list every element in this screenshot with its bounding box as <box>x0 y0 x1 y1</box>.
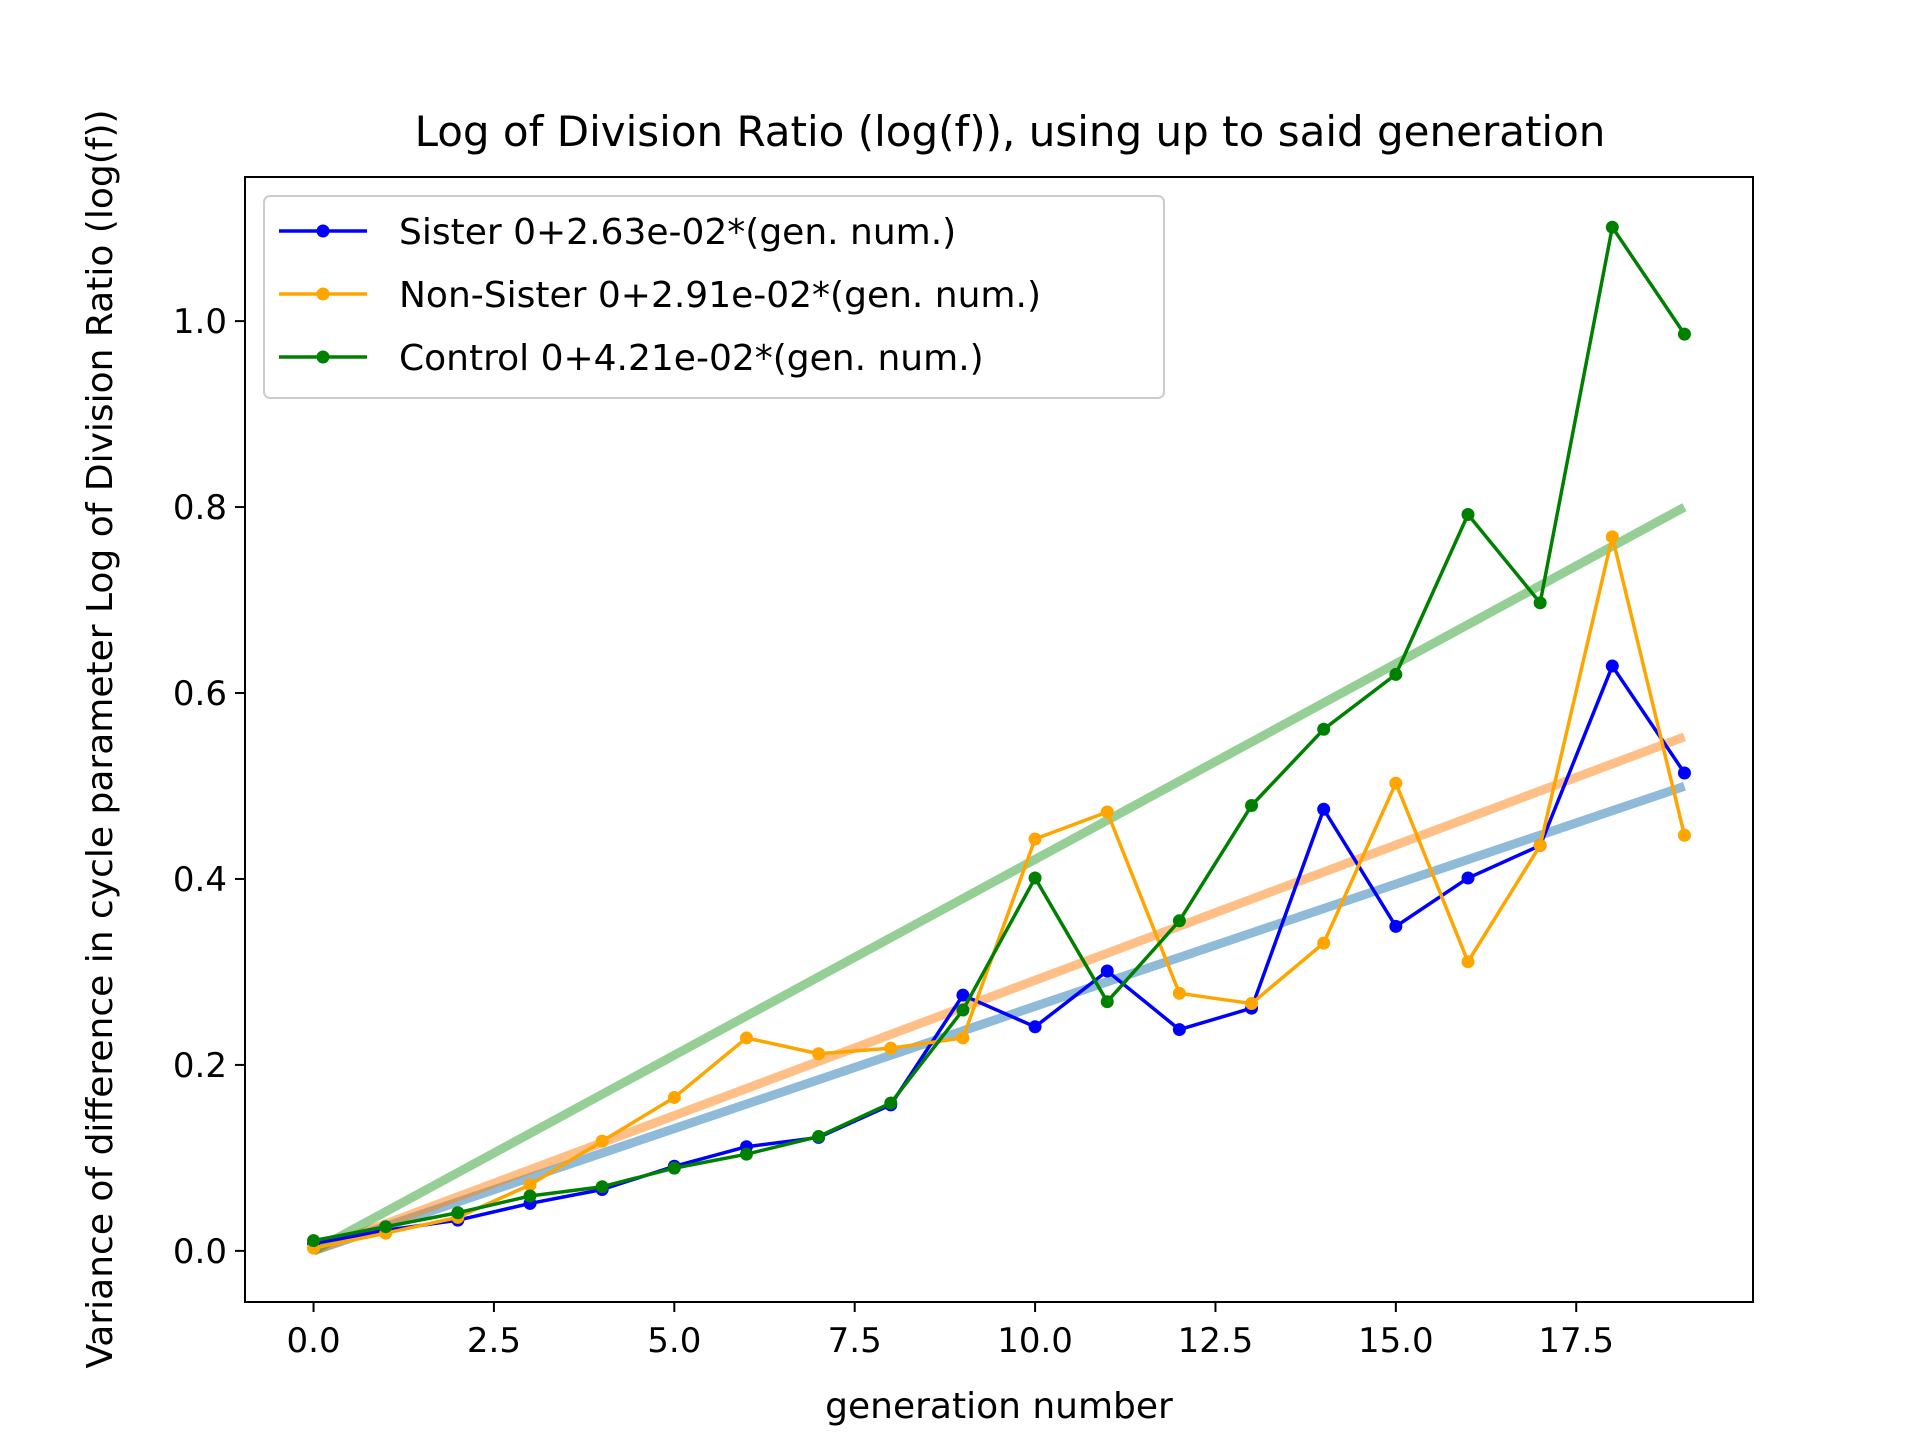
series-0-point <box>1172 1023 1186 1037</box>
y-tick-label: 1.0 <box>173 302 227 342</box>
x-tick-label: 10.0 <box>997 1321 1073 1361</box>
series-1-point <box>1389 776 1403 790</box>
series-1-point <box>812 1047 826 1061</box>
series-2-point <box>379 1220 393 1234</box>
series-0-point <box>1100 964 1114 978</box>
series-line-2 <box>313 225 1686 1243</box>
series-2-point <box>1028 871 1042 885</box>
series-line-0 <box>313 664 1686 1246</box>
series-2-point <box>956 1003 970 1017</box>
y-axis: 0.0 0.2 0.4 0.6 0.8 1.0 <box>173 302 245 1272</box>
series-0-point <box>956 988 970 1002</box>
series-2-point <box>667 1161 681 1175</box>
series-line-1 <box>313 535 1687 1250</box>
x-tick-label: 17.5 <box>1538 1321 1614 1361</box>
series-0-point <box>1389 919 1403 933</box>
y-tick-label: 0.4 <box>173 860 227 900</box>
legend-entry: Control 0+4.21e-02*(gen. num.) <box>279 338 984 379</box>
legend-label: Non-Sister 0+2.91e-02*(gen. num.) <box>399 275 1041 316</box>
series-2-point <box>307 1234 321 1248</box>
series-2-point <box>812 1130 826 1144</box>
series-2-point <box>1677 327 1691 341</box>
series-2-point <box>1172 914 1186 928</box>
series-2-point <box>523 1189 537 1203</box>
x-tick-label: 2.5 <box>467 1321 521 1361</box>
legend-label: Control 0+4.21e-02*(gen. num.) <box>399 338 984 379</box>
series-1-point <box>1245 997 1259 1011</box>
series-1-point <box>1317 936 1331 950</box>
legend-entry: Non-Sister 0+2.91e-02*(gen. num.) <box>279 275 1041 316</box>
series-2-point <box>1317 722 1331 736</box>
x-tick-label: 7.5 <box>828 1321 882 1361</box>
legend-swatch-marker <box>316 350 330 364</box>
fit-lines <box>311 503 1687 1256</box>
x-tick-label: 12.5 <box>1178 1321 1254 1361</box>
series-0-point <box>1028 1020 1042 1034</box>
series-2-point <box>1605 220 1619 234</box>
series-1-point <box>884 1041 898 1055</box>
chart-title: Log of Division Ratio (log(f)), using up… <box>415 107 1606 156</box>
series-1-point <box>1461 955 1475 969</box>
series-2 <box>307 220 1691 1248</box>
plot-area-frame <box>244 176 1754 1303</box>
y-tick-label: 0.0 <box>173 1232 227 1272</box>
series-1-point <box>523 1178 537 1192</box>
series-1-point <box>595 1134 609 1148</box>
fit-line-2 <box>311 503 1687 1255</box>
y-tick-label: 0.8 <box>173 488 227 528</box>
series-1-point <box>1028 832 1042 846</box>
series-1-point <box>667 1090 681 1104</box>
series-1-point <box>1677 828 1691 842</box>
series-1-point <box>956 1031 970 1045</box>
x-axis-label: generation number <box>825 1386 1173 1427</box>
legend-label: Sister 0+2.63e-02*(gen. num.) <box>399 212 956 253</box>
series-2-point <box>1389 667 1403 681</box>
series-1-point <box>1100 805 1114 819</box>
series-2-point <box>1100 995 1114 1009</box>
series-0-point <box>1677 766 1691 780</box>
x-tick-label: 15.0 <box>1358 1321 1434 1361</box>
series-2-point <box>1461 508 1475 521</box>
series-0-point <box>1317 802 1331 816</box>
series-2-point <box>1533 596 1547 610</box>
series-2-point <box>739 1147 753 1161</box>
series-1-point <box>1605 530 1619 544</box>
y-axis-label: Variance of difference in cycle paramete… <box>80 109 121 1368</box>
x-axis: 0.0 2.5 5.0 7.5 10.0 12.5 15.0 17.5 <box>287 1302 1614 1361</box>
fit-line-1 <box>311 732 1687 1256</box>
data-series <box>307 220 1691 1255</box>
series-1-point <box>1533 838 1547 852</box>
series-0-point <box>1605 659 1619 673</box>
y-tick-label: 0.2 <box>173 1046 227 1086</box>
x-tick-label: 0.0 <box>287 1321 341 1361</box>
series-1-point <box>739 1031 753 1045</box>
legend-swatch-marker <box>316 224 330 238</box>
legend: Sister 0+2.63e-02*(gen. num.) Non-Sister … <box>263 195 1165 399</box>
fit-line-0 <box>312 782 1686 1256</box>
series-1-point <box>1172 986 1186 1000</box>
series-2-point <box>595 1180 609 1194</box>
y-tick-label: 0.6 <box>173 674 227 714</box>
series-2-point <box>451 1206 465 1220</box>
legend-swatch-marker <box>316 287 330 301</box>
series-2-point <box>1245 799 1259 813</box>
legend-frame <box>263 195 1165 399</box>
legend-entry: Sister 0+2.63e-02*(gen. num.) <box>279 212 956 253</box>
series-0-point <box>1461 871 1475 885</box>
x-tick-label: 5.0 <box>647 1321 701 1361</box>
series-2-point <box>884 1096 898 1110</box>
